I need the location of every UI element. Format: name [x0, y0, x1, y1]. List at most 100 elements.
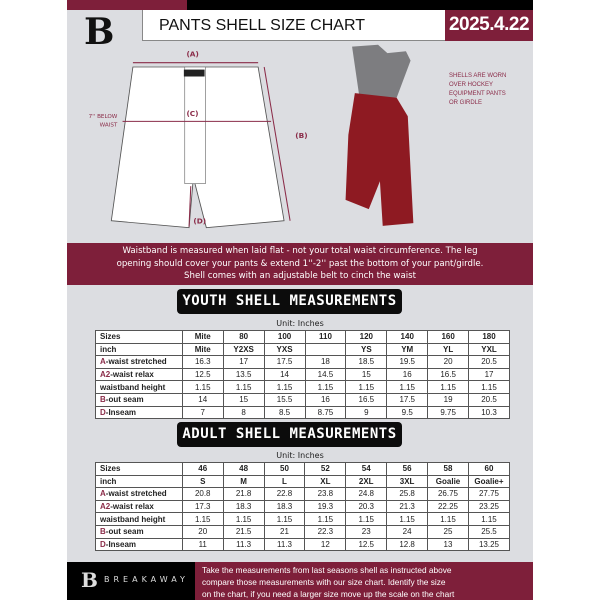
row-label: B-out seam — [95, 392, 183, 407]
table-cell: 25.5 — [467, 524, 511, 539]
table-cell: 15 — [222, 392, 265, 407]
measure-marker: A2 — [100, 370, 111, 380]
row-label: A2-waist relax — [95, 499, 183, 514]
table-row: waistband height 1.15 1.15 1.15 1.15 1.15 1.15… — [95, 380, 510, 394]
table-cell: 18.3 — [263, 499, 306, 514]
table-cell: 1.15 — [263, 380, 306, 394]
table-cell: 1.15 — [386, 380, 429, 394]
table-row: waistband height 1.15 1.15 1.15 1.15 1.15 1.15… — [95, 512, 511, 526]
table-row: A2-waist relax 12.5 13.5 14 14.5 15 16 16.5 17 — [95, 367, 510, 382]
table-cell: 10.3 — [468, 405, 510, 420]
table-cell: 17.3 — [181, 499, 224, 514]
table-cell: 9.5 — [386, 405, 429, 420]
row-label: inch — [95, 474, 183, 489]
table-cell: 15 — [345, 367, 388, 382]
table-cell: 80 — [222, 330, 265, 344]
table-cell: 14.5 — [304, 367, 347, 382]
row-label: waistband height — [95, 380, 183, 394]
table-row: D-Inseam 11 11.3 11.3 12 12.5 12.8 13 13.25 — [95, 537, 511, 552]
table-cell: 1.15 — [467, 512, 511, 526]
table-cell: 23.25 — [467, 499, 511, 514]
table-cell: 1.15 — [304, 512, 347, 526]
row-label: A2-waist relax — [95, 367, 183, 382]
footer-instructions: Take the measurements from last seasons … — [195, 562, 533, 600]
table-cell: 60 — [467, 462, 511, 476]
table-cell: YXS — [263, 342, 306, 357]
youth-heading: YOUTH SHELL MEASUREMENTS — [177, 289, 402, 314]
table-cell: 8 — [222, 405, 265, 420]
pants-measurement-diagram: (A) (C) (B) (D) 7'' BELOW WAIST — [89, 50, 308, 229]
table-cell: 21.3 — [386, 499, 429, 514]
table-cell: Y2XS — [222, 342, 265, 357]
row-label: Sizes — [95, 462, 183, 476]
label-c: (C) — [186, 109, 198, 118]
buckle-icon — [183, 69, 205, 77]
table-cell: 1.15 — [181, 512, 224, 526]
table-cell: YS — [345, 342, 388, 357]
table-cell: 19.3 — [304, 499, 347, 514]
row-label-text: waistband height — [100, 514, 166, 524]
table-cell: 8.75 — [304, 405, 347, 420]
table-cell: 16 — [386, 367, 429, 382]
table-cell: 7 — [181, 405, 224, 420]
row-label-text: inch — [100, 344, 117, 354]
table-cell: 24 — [386, 524, 429, 539]
row-label-text: -waist stretched — [105, 489, 167, 499]
table-cell: 1.15 — [427, 512, 469, 526]
table-row: A-waist stretched 16.3 17 17.5 18 18.5 19.5 20 2… — [95, 355, 510, 369]
table-cell: 20 — [181, 524, 224, 539]
table-cell: 1.15 — [222, 512, 265, 526]
table-cell: 100 — [263, 330, 306, 344]
table-cell: 26.75 — [427, 487, 469, 501]
photo-note: SHELLS ARE WORN OVER HOCKEY EQUIPMENT PANT… — [449, 73, 507, 106]
table-cell: 25 — [427, 524, 469, 539]
measure-line-b — [263, 66, 291, 221]
youth-unit: Unit: Inches — [276, 319, 324, 328]
table-cell: S — [181, 474, 224, 489]
measure-marker: B — [100, 527, 106, 537]
table-cell: 18.3 — [222, 499, 265, 514]
c-note: 7'' BELOW — [89, 114, 118, 120]
table-cell: YXL — [468, 342, 510, 357]
footer-logo: B — [81, 568, 98, 592]
table-cell: 110 — [304, 330, 347, 344]
row-label: A-waist stretched — [95, 487, 183, 501]
measure-marker: A — [100, 489, 106, 499]
table-cell: 17.5 — [386, 392, 429, 407]
size-chart-page: B PANTS SHELL SIZE CHART 2025.4.22 (A) (… — [67, 0, 533, 600]
table-cell: M — [222, 474, 265, 489]
row-label: D-Inseam — [95, 405, 183, 420]
row-label-text: -waist stretched — [105, 357, 167, 367]
table-row: D-Inseam 7 8 8.5 8.75 9 9.5 9.75 10.3 — [95, 405, 510, 420]
c-note: WAIST — [100, 123, 118, 129]
table-cell: 25.8 — [386, 487, 429, 501]
row-label: D-Inseam — [95, 537, 183, 552]
table-cell: 18 — [304, 355, 347, 369]
table-cell: 52 — [304, 462, 347, 476]
table-cell: 13.5 — [222, 367, 265, 382]
table-cell: 1.15 — [222, 380, 265, 394]
row-label: Sizes — [95, 330, 183, 344]
table-cell: 20.8 — [181, 487, 224, 501]
table-cell: 24.8 — [345, 487, 388, 501]
table-cell: 54 — [345, 462, 388, 476]
measure-marker: A2 — [100, 502, 111, 512]
table-cell: XL — [304, 474, 347, 489]
table-cell: 19.5 — [386, 355, 429, 369]
row-label-text: -waist relax — [110, 502, 154, 512]
table-cell: 1.15 — [468, 380, 510, 394]
table-cell — [304, 342, 347, 357]
table-cell: 21.5 — [222, 524, 265, 539]
table-cell: 20.3 — [345, 499, 388, 514]
table-cell: 46 — [181, 462, 224, 476]
table-cell: 58 — [427, 462, 469, 476]
table-cell: 1.15 — [427, 380, 470, 394]
table-cell: 2XL — [345, 474, 388, 489]
table-cell: 9 — [345, 405, 388, 420]
table-cell: 12.8 — [386, 537, 429, 552]
table-cell: 22.3 — [304, 524, 347, 539]
youth-size-table: Sizes Mite 80 100 110 120 140 160 180 inch Mite Y2X… — [95, 330, 510, 420]
table-cell: 20.5 — [468, 355, 510, 369]
measure-marker: B — [100, 395, 106, 405]
row-label-text: waistband height — [100, 382, 166, 392]
